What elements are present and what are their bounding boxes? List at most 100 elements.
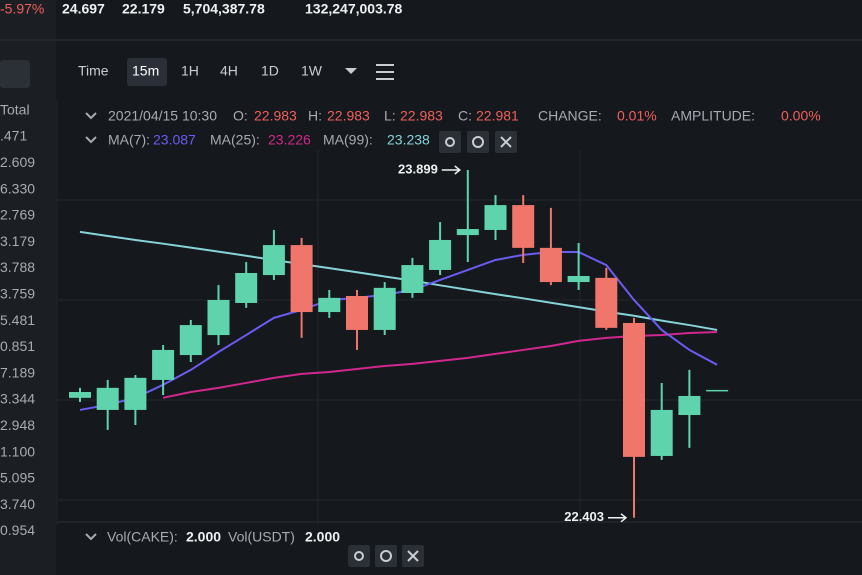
settings-icon[interactable]	[376, 64, 394, 80]
interval-button[interactable]: Time	[78, 63, 109, 79]
info-value: 22.983	[254, 108, 297, 124]
side-value: 0.851	[0, 338, 35, 354]
low-annotation: 22.403	[564, 509, 604, 524]
side-value: 1.100	[0, 443, 35, 459]
side-icon[interactable]	[0, 60, 30, 88]
candle-body	[623, 322, 645, 457]
side-value: 2.769	[0, 207, 35, 223]
side-value: 3.740	[0, 496, 35, 512]
info-value: 22.983	[327, 108, 370, 124]
toolbar: Time 15m 1H 4H 1D 1W	[78, 63, 323, 79]
interval-button[interactable]: 4H	[220, 63, 238, 79]
side-value: 2.609	[0, 154, 35, 170]
side-value: 5.481	[0, 312, 35, 328]
candle-body	[96, 387, 119, 410]
top-low: 22.179	[122, 1, 165, 17]
top-high: 24.697	[62, 1, 105, 17]
candle-body	[262, 245, 285, 276]
info-label: H:	[308, 108, 322, 124]
candle-body	[318, 297, 341, 313]
info-label: O:	[233, 108, 248, 124]
candle-body	[567, 276, 590, 283]
side-panel	[0, 0, 56, 575]
info-label: CHANGE:	[538, 108, 602, 124]
candle-body	[373, 287, 396, 330]
ma-legend: MA(7): 23.087 MA(25): 23.226 MA(99): 23.238	[108, 132, 430, 148]
candle-body	[678, 395, 701, 416]
candle-body	[207, 299, 230, 336]
active-interval-bg	[127, 58, 167, 86]
side-list: .471 2.609 6.330 2.769 3.179 3.788 3.759 5.481 0…	[0, 128, 35, 539]
ma-value: 23.226	[268, 132, 311, 148]
ma-label: MA(7):	[108, 132, 150, 148]
info-value: 0.01%	[617, 108, 657, 124]
candle-body	[650, 409, 673, 456]
vol-value: 2.000	[186, 529, 221, 545]
ma-value: 23.238	[387, 132, 430, 148]
info-time: 2021/04/15 10:30	[108, 108, 217, 124]
candle-body	[595, 277, 618, 328]
collapse-icon[interactable]	[85, 136, 97, 144]
vol-value: 2.000	[305, 529, 340, 545]
info-value: 22.983	[400, 108, 443, 124]
info-value: 22.981	[476, 108, 519, 124]
interval-button[interactable]: 1D	[261, 63, 279, 79]
top-volume: 5,704,387.78	[183, 1, 265, 17]
eye-button[interactable]	[439, 131, 461, 153]
plot: 23.899 22.403	[69, 161, 729, 524]
interval-button[interactable]: 1W	[301, 63, 323, 79]
side-value: 0.954	[0, 522, 35, 538]
side-value: 6.330	[0, 180, 35, 196]
candle-body	[346, 295, 368, 330]
collapse-icon[interactable]	[85, 533, 97, 541]
settings-button[interactable]	[375, 545, 397, 567]
more-dropdown[interactable]	[345, 68, 357, 74]
candle-body	[124, 377, 147, 410]
collapse-icon[interactable]	[85, 112, 97, 120]
candle-body	[456, 229, 479, 236]
side-value: 7.189	[0, 364, 35, 380]
ma-label: MA(25):	[210, 132, 260, 148]
candle-body	[512, 205, 535, 248]
side-value: 5.095	[0, 470, 35, 486]
side-value: 3.759	[0, 286, 35, 302]
grid	[56, 100, 862, 525]
candle-body	[539, 247, 562, 283]
top-change: -5.97%	[0, 1, 44, 17]
candle-body	[235, 272, 258, 303]
ma-line	[79, 251, 718, 411]
interval-button[interactable]: 1H	[181, 63, 199, 79]
vol-label: Vol(USDT)	[228, 529, 295, 545]
settings-button[interactable]	[467, 131, 489, 153]
side-value: 3.788	[0, 259, 35, 275]
candle-body	[290, 245, 313, 313]
ma-buttons	[439, 131, 517, 153]
interval-button[interactable]: 15m	[132, 63, 159, 79]
high-annotation: 23.899	[398, 161, 438, 176]
side-header: Total	[0, 102, 30, 118]
ma-value: 23.087	[153, 132, 196, 148]
side-value: 2.948	[0, 417, 35, 433]
ma-label: MA(99):	[323, 132, 373, 148]
candle-body	[401, 265, 424, 293]
top-quote-volume: 132,247,003.78	[305, 1, 403, 17]
info-label: AMPLITUDE:	[671, 108, 755, 124]
candle-body	[484, 205, 507, 230]
annotation-arrow	[441, 165, 462, 175]
candle-body	[152, 349, 175, 380]
candle-body	[179, 325, 202, 356]
candle-body	[429, 239, 452, 270]
side-value: .471	[0, 128, 27, 144]
info-label: C:	[458, 108, 472, 124]
candle-body	[69, 392, 91, 398]
eye-button[interactable]	[348, 545, 370, 567]
side-value: 3.179	[0, 233, 35, 249]
info-value: 0.00%	[781, 108, 821, 124]
vol-label: Vol(CAKE):	[107, 529, 178, 545]
vol-buttons	[348, 545, 424, 567]
annotation-arrow	[608, 513, 628, 523]
info-label: L:	[384, 108, 396, 124]
